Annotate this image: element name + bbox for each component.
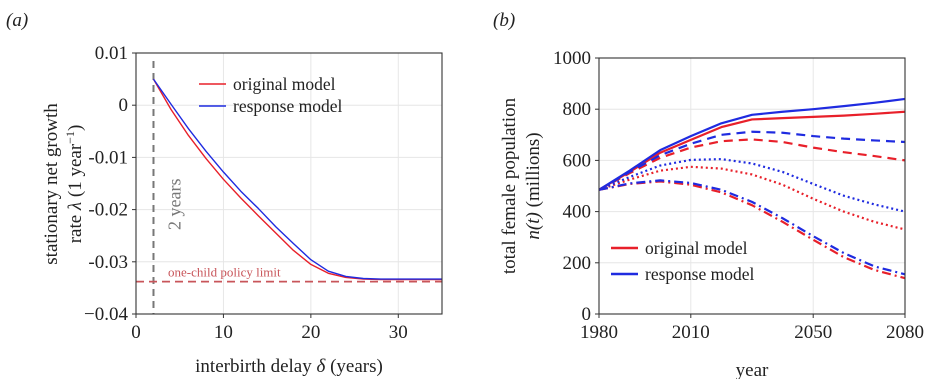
panel-b-series-solid-response — [598, 97, 906, 191]
panel-b-ylabel: total female population n(t) (millions) — [499, 97, 544, 274]
panel-a-xtick-label: 30 — [389, 322, 408, 343]
panel-a-ytick-label: −0.04 — [84, 304, 128, 325]
panel-b-y-ticks: 0 200 400 600 800 1000 — [553, 48, 599, 325]
panel-b-series-dotted-original — [598, 165, 906, 231]
panel-a-legend-original: original model — [233, 74, 336, 94]
panel-a-ylabel-line2: rate λ (1 year−1) — [63, 125, 86, 244]
panel-a-ytick-label: 0 — [119, 95, 129, 116]
panel-b-xtick-label: 2010 — [672, 322, 710, 343]
panel-b-legend-response: response model — [645, 264, 754, 284]
panel-b-series-dashdot-response — [598, 179, 906, 276]
panel-a-label: (a) — [6, 10, 28, 31]
panel-a-ytick-label: 0.01 — [95, 43, 128, 64]
panel-b-legend: original model response model — [611, 238, 754, 284]
panel-b-label: (b) — [493, 10, 515, 31]
panel-b: (b) 1980 2010 2050 2080 0 200 400 600 800 1000 t… — [493, 10, 924, 379]
panel-b-ylabel-line1: total female population — [499, 97, 520, 274]
panel-b-ytick-label: 200 — [563, 253, 592, 274]
panel-b-series-dashed-response — [598, 130, 906, 191]
panel-b-frame — [598, 57, 906, 315]
two-year-marker-label: 2 years — [164, 179, 184, 230]
panel-b-series-solid-original — [598, 110, 906, 191]
panel-a-xtick-label: 10 — [214, 322, 233, 343]
panel-b-legend-original: original model — [645, 238, 748, 258]
panel-b-series-dotted-response — [598, 158, 906, 213]
panel-a-ytick-label: -0.01 — [88, 147, 128, 168]
panel-a-ytick-label: -0.02 — [88, 200, 128, 221]
panel-b-xlabel: year — [736, 360, 769, 379]
panel-b-xtick-label: 1980 — [580, 322, 618, 343]
panel-b-x-ticks: 1980 2010 2050 2080 — [580, 314, 924, 343]
panel-a-y-ticks: 0.01 0 -0.01 -0.02 -0.03 −0.04 — [84, 43, 136, 325]
panel-b-ytick-label: 0 — [582, 304, 592, 325]
panel-b-series — [598, 97, 906, 280]
panel-b-xtick-label: 2080 — [886, 322, 924, 343]
panel-a-series — [152, 78, 442, 281]
one-child-policy-label: one-child policy limit — [168, 265, 281, 280]
panel-b-ytick-label: 600 — [563, 150, 592, 171]
panel-a-series-response — [152, 78, 442, 280]
panel-b-xtick-label: 2050 — [794, 322, 832, 343]
panel-a-xlabel: interbirth delay δ (years) — [195, 356, 383, 377]
panel-b-ytick-label: 1000 — [553, 48, 591, 69]
panel-a-ytick-label: -0.03 — [88, 252, 128, 273]
panel-a-ylabel-line1: stationary net growth — [41, 103, 62, 265]
panel-a-legend-response: response model — [233, 96, 342, 116]
panel-a-xtick-label: 20 — [301, 322, 320, 343]
panel-a-annotations: 2 years one-child policy limit — [136, 61, 442, 314]
panel-a-xtick-label: 0 — [131, 322, 141, 343]
panel-a-x-ticks: 0 10 20 30 — [131, 314, 408, 343]
panel-a-legend: original model response model — [199, 74, 342, 116]
panel-b-ytick-label: 800 — [563, 99, 592, 120]
panel-b-ytick-label: 400 — [563, 202, 592, 223]
panel-a-ylabel: stationary net growth rate λ (1 year−1) — [41, 103, 86, 265]
panel-a-frame — [135, 52, 443, 315]
panel-a: (a) 2 years one-child policy limit 0 10 20 3… — [6, 10, 443, 377]
panel-b-ylabel-line2: n(t) (millions) — [523, 132, 544, 239]
